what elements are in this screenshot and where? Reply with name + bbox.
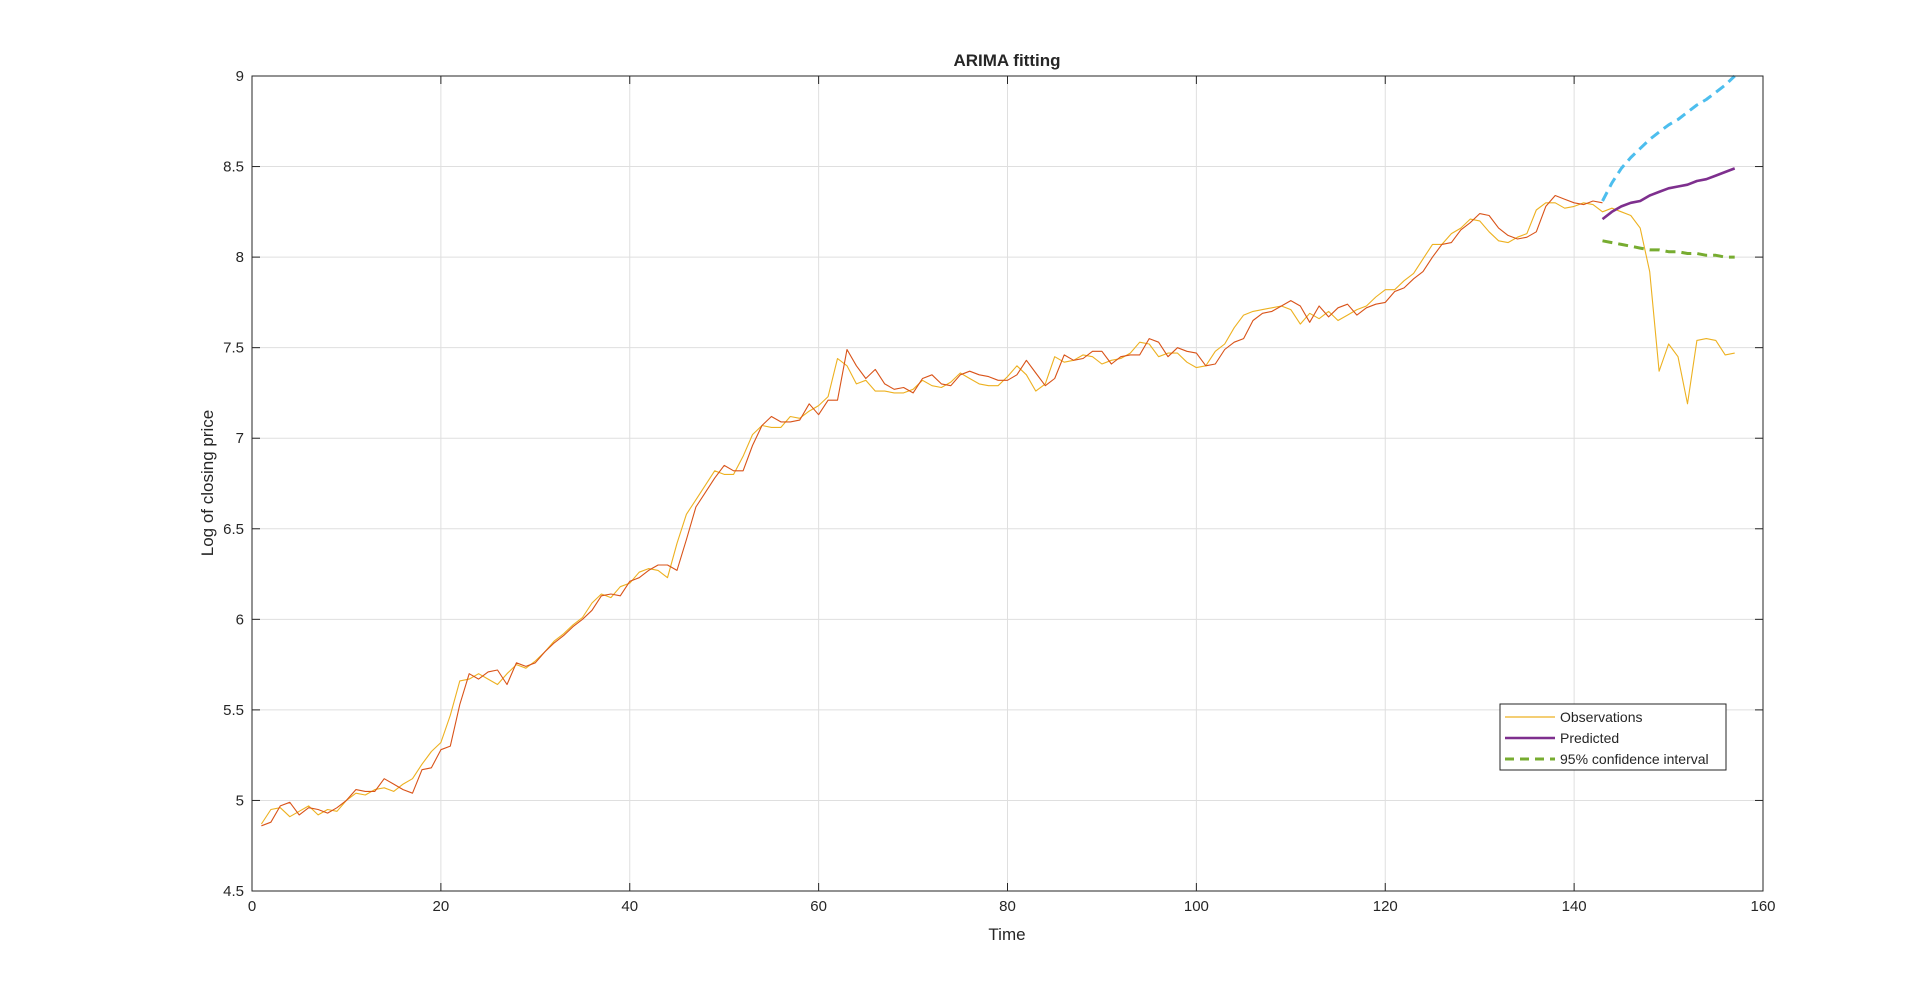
y-tick-label: 4.5 [223, 883, 244, 900]
y-tick-label: 7.5 [223, 340, 244, 357]
x-tick-label: 80 [999, 898, 1016, 915]
y-tick-label: 6.5 [223, 521, 244, 538]
x-tick-label: 160 [1750, 898, 1775, 915]
series-line-upper_ci [1601, 74, 1736, 202]
x-tick-label: 20 [433, 898, 450, 915]
y-tick-label: 5.5 [223, 702, 244, 719]
y-tick-labels: 4.5 5 5.5 6 6.5 7 7.5 8 8.5 9 [223, 68, 244, 900]
y-axis-label: Log of closing price [198, 410, 217, 556]
tick-marks [251, 75, 1764, 892]
series-line-lower_ci [1602, 239, 1735, 259]
y-tick-label: 9 [236, 68, 244, 85]
x-tick-label: 120 [1373, 898, 1398, 915]
x-tick-label: 100 [1184, 898, 1209, 915]
x-axis-label: Time [988, 925, 1025, 944]
y-tick-label: 8 [236, 249, 244, 266]
x-tick-label: 60 [810, 898, 827, 915]
series-line-observations [260, 202, 1735, 825]
legend-label-predicted: Predicted [1560, 730, 1619, 746]
series-line-predicted [1601, 167, 1736, 221]
x-tick-label: 40 [621, 898, 638, 915]
legend: Observations Predicted 95% confidence in… [1499, 703, 1727, 771]
x-tick-label: 140 [1562, 898, 1587, 915]
legend-label-observations: Observations [1560, 709, 1642, 725]
y-tick-label: 8.5 [223, 159, 244, 176]
chart-title: ARIMA fitting [953, 51, 1060, 70]
y-tick-label: 7 [236, 430, 244, 447]
x-tick-labels: 0 20 40 60 80 100 120 140 160 [248, 898, 1776, 915]
y-tick-label: 6 [236, 611, 244, 628]
x-tick-label: 0 [248, 898, 256, 915]
legend-label-confidence: 95% confidence interval [1560, 751, 1709, 767]
series-line-fitted [261, 194, 1603, 827]
series-layer [260, 74, 1736, 827]
y-tick-label: 5 [236, 792, 244, 809]
